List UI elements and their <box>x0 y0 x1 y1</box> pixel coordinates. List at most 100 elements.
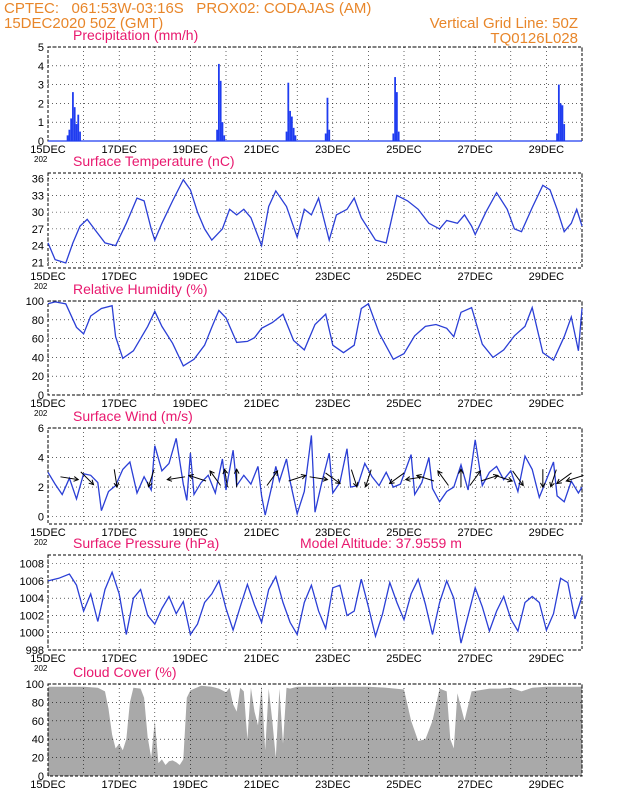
precip-bar <box>221 122 224 141</box>
cloud-ytick-label: 0 <box>38 771 44 783</box>
wind-arrow-shaft <box>556 472 572 484</box>
temp-ytick-label: 27 <box>32 224 44 236</box>
wind-arrow-head <box>458 468 464 474</box>
wind-arrow-shaft <box>288 474 306 482</box>
precip-bar <box>397 131 400 141</box>
temp-ytick-label: 24 <box>32 241 44 253</box>
cloud-xtick-label: 27DEC <box>457 779 493 791</box>
precip-bar <box>328 129 331 141</box>
wind-arrow-shaft <box>325 472 341 484</box>
rh-xtick-label: 21DEC <box>244 398 280 410</box>
precip-ytick-label: 3 <box>38 80 44 92</box>
header-grid-note: Vertical Grid Line: 50Z <box>429 15 578 32</box>
cloud-xtick-label: 15DEC <box>30 779 66 791</box>
wind-arrow-head <box>475 470 482 476</box>
wind-xtick-label: 17DEC <box>101 527 137 539</box>
wind-arrow-head <box>222 468 229 475</box>
precip-bar <box>68 129 71 141</box>
precip-bar <box>290 116 293 141</box>
wind-arrow-head <box>300 474 307 480</box>
precip-bar <box>77 114 80 141</box>
press-ytick-label: 1008 <box>20 559 44 571</box>
press-series-line <box>47 570 583 644</box>
wind-arrow-head <box>209 470 215 476</box>
wind-xtick-label: 19DEC <box>173 527 209 539</box>
cloud-cover-area <box>48 685 582 776</box>
rh-xtick-label: 27DEC <box>457 398 493 410</box>
press-xtick-label: 21DEC <box>244 653 280 665</box>
header-model-code: TQ0126L028 <box>490 30 578 47</box>
press-xtick-label: 17DEC <box>101 653 137 665</box>
wind-arrow-head <box>565 477 572 483</box>
precip-ytick-label: 5 <box>38 42 44 54</box>
precip-bar <box>557 84 560 141</box>
wind-arrow-shaft <box>309 476 328 481</box>
temp-title: Surface Temperature (nC) <box>73 153 235 169</box>
press-xtick-label: 25DEC <box>386 653 422 665</box>
wind-arrow-head <box>166 476 173 482</box>
wind-arrow-shaft <box>266 470 278 486</box>
precip-bar <box>556 133 558 141</box>
precip-bar <box>289 110 291 141</box>
precip-bar <box>326 97 329 141</box>
wind-arrow-shaft <box>60 476 79 481</box>
cloud-ytick-label: 40 <box>32 734 44 746</box>
wind-arrow-shaft <box>480 474 499 482</box>
wind-arrow-head <box>556 478 562 485</box>
temp-year-stub: 202 <box>34 282 48 291</box>
precip-bar <box>219 80 222 141</box>
temp-xtick-label: 27DEC <box>457 271 493 283</box>
press-ytick-label: 1000 <box>20 628 44 640</box>
temp-series-line <box>47 178 583 264</box>
wind-xtick-label: 21DEC <box>244 527 280 539</box>
precip-xtick-label: 25DEC <box>386 144 422 156</box>
wind-ytick-label: 2 <box>38 482 44 494</box>
wind-arrow-shaft <box>365 469 372 487</box>
rh-ytick-label: 60 <box>32 334 44 346</box>
wind-arrow-shaft <box>550 469 557 487</box>
precip-bar <box>73 107 76 141</box>
wind-arrow-head <box>404 476 411 482</box>
wind-arrow-shaft <box>389 472 405 484</box>
header-run-time: 15DEC2020 50Z (GMT) <box>4 15 164 32</box>
press-year-stub: 202 <box>34 664 48 673</box>
precip-bar <box>561 105 564 141</box>
precip-bar <box>287 82 290 141</box>
precip-xtick-label: 23DEC <box>315 144 351 156</box>
precip-xtick-label: 19DEC <box>173 144 209 156</box>
rh-xtick-label: 29DEC <box>529 398 565 410</box>
rh-series-line <box>47 301 583 367</box>
wind-arrow-shaft <box>147 469 155 487</box>
precip-xtick-label: 15DEC <box>30 144 66 156</box>
wind-arrow-head <box>437 470 443 476</box>
wind-title: Surface Wind (m/s) <box>73 408 193 424</box>
wind-arrow-head <box>507 477 514 483</box>
wind-arrow-shaft <box>437 470 449 486</box>
precip-bar <box>72 92 74 141</box>
wind-arrow-shaft <box>80 471 94 485</box>
precip-bar <box>75 124 78 141</box>
cloud-ytick-label: 80 <box>32 697 44 709</box>
precip-xtick-label: 17DEC <box>101 144 137 156</box>
rh-ytick-label: 0 <box>38 390 44 402</box>
wind-arrow-shaft <box>167 476 186 481</box>
precip-xtick-label: 27DEC <box>457 144 493 156</box>
precip-year-stub: 202 <box>34 155 48 164</box>
rh-ytick-label: 80 <box>32 315 44 327</box>
wind-arrow-shaft <box>188 474 207 482</box>
precip-bar <box>392 133 395 141</box>
precip-bar <box>216 129 218 141</box>
wind-xtick-label: 23DEC <box>315 527 351 539</box>
wind-arrow-head <box>364 481 370 488</box>
rh-xtick-label: 23DEC <box>315 398 351 410</box>
temp-xtick-label: 17DEC <box>101 271 137 283</box>
precip-bar <box>294 135 297 141</box>
precip-bar <box>217 63 220 141</box>
header-station: CPTEC: 061:53W-03:16S PROX02: CODAJAS (A… <box>4 0 372 17</box>
press-ytick-label: 1006 <box>20 576 44 588</box>
wind-arrow-head <box>233 468 240 474</box>
press-xtick-label: 15DEC <box>30 653 66 665</box>
wind-arrow-head <box>518 480 524 487</box>
cloud-xtick-label: 19DEC <box>173 779 209 791</box>
wind-arrow-shaft <box>209 470 222 486</box>
